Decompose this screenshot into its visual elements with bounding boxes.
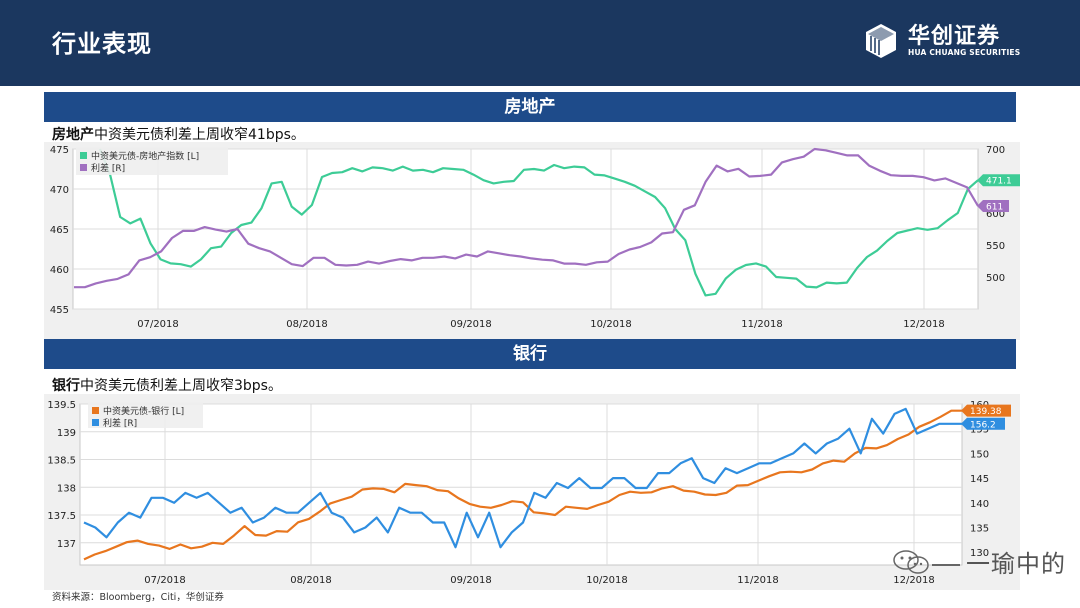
legend-swatch [80, 164, 87, 171]
legend-box [76, 147, 228, 175]
x-tick-label: 11/2018 [737, 575, 779, 586]
legend-swatch [80, 152, 87, 159]
legend-label: 利差 [R] [91, 162, 125, 174]
note-bank: 银行中资美元债利差上周收窄3bps。 [52, 375, 282, 395]
note-text: 中资美元债利差上周收窄3bps。 [80, 378, 282, 394]
y-tick-left: 465 [50, 225, 69, 236]
end-value-label: 611 [986, 202, 1003, 212]
y-tick-left: 139.5 [47, 400, 76, 411]
y-tick-right: 140 [970, 499, 989, 510]
series-line [83, 409, 962, 561]
legend-box [88, 402, 203, 428]
logo-cn-text: 华创证券 [908, 24, 1001, 49]
end-value-label: 471.1 [986, 177, 1012, 187]
watermark-text: 一瑜中的 [966, 550, 1066, 578]
end-value-label-bg [961, 417, 1005, 430]
section-bar-bank: 银行 [44, 339, 1016, 369]
legend-label: 中资美元债-房地产指数 [L] [91, 150, 199, 162]
legend-swatch [92, 419, 99, 426]
logo-en-text: HUA CHUANG SECURITIES [908, 48, 1021, 57]
company-logo: 华创证券 HUA CHUANG SECURITIES [862, 18, 1032, 64]
y-tick-left: 475 [50, 145, 69, 156]
x-tick-label: 09/2018 [450, 319, 492, 330]
series-line [98, 148, 979, 297]
legend-swatch [92, 407, 99, 414]
y-tick-right: 150 [970, 449, 989, 460]
x-tick-label: 12/2018 [893, 575, 935, 586]
bank-chart: 139.5139138.5138137.51371601551501451401… [44, 394, 1020, 590]
legend-label: 中资美元债-银行 [L] [103, 405, 184, 417]
y-tick-left: 137.5 [47, 511, 76, 522]
header-bar: 行业表现 华创证券 HUA CHUANG SECURITIES [0, 0, 1080, 86]
series-line [83, 407, 962, 549]
y-tick-left: 470 [50, 185, 69, 196]
y-tick-right: 155 [970, 425, 989, 436]
real-estate-chart: 47547046546045570065060055050007/201808/… [44, 142, 1020, 340]
plot-area [79, 403, 963, 566]
x-tick-label: 10/2018 [586, 575, 628, 586]
x-tick-label: 12/2018 [903, 319, 945, 330]
legend-label: 利差 [R] [103, 417, 137, 429]
note-text: 中资美元债利差上周收窄41bps。 [94, 127, 305, 143]
end-value-label-bg [977, 174, 1020, 187]
y-tick-right: 130 [970, 548, 989, 559]
note-bold: 房地产 [52, 127, 94, 143]
source-note: 资料来源：Bloomberg，Citi，华创证券 [52, 592, 224, 603]
x-tick-label: 08/2018 [286, 319, 328, 330]
x-tick-label: 08/2018 [290, 575, 332, 586]
y-tick-right: 145 [970, 474, 989, 485]
end-value-label: 139.38 [970, 407, 1002, 417]
section-bar-real-estate: 房地产 [44, 92, 1016, 122]
logo-cube-icon [866, 24, 896, 58]
y-tick-right: 550 [986, 241, 1005, 252]
y-tick-left: 138 [57, 483, 76, 494]
y-tick-right: 600 [986, 209, 1005, 220]
y-tick-left: 139 [57, 428, 76, 439]
x-tick-label: 07/2018 [137, 319, 179, 330]
series-line [74, 147, 979, 289]
wechat-icon [893, 550, 960, 574]
y-tick-left: 460 [50, 265, 69, 276]
note-real-estate: 房地产中资美元债利差上周收窄41bps。 [52, 124, 305, 144]
end-value-label: 156.2 [970, 420, 996, 430]
x-tick-label: 09/2018 [450, 575, 492, 586]
page-title: 行业表现 [52, 30, 152, 58]
y-tick-right: 700 [986, 145, 1005, 156]
end-value-label-bg [977, 199, 1009, 212]
y-tick-left: 138.5 [47, 456, 76, 467]
x-tick-label: 11/2018 [741, 319, 783, 330]
y-tick-right: 135 [970, 523, 989, 534]
x-tick-label: 07/2018 [144, 575, 186, 586]
y-tick-right: 500 [986, 273, 1005, 284]
end-value-label-bg [961, 404, 1011, 417]
y-tick-left: 137 [57, 539, 76, 550]
note-bold: 银行 [52, 378, 80, 394]
y-tick-left: 455 [50, 305, 69, 316]
x-tick-label: 10/2018 [590, 319, 632, 330]
